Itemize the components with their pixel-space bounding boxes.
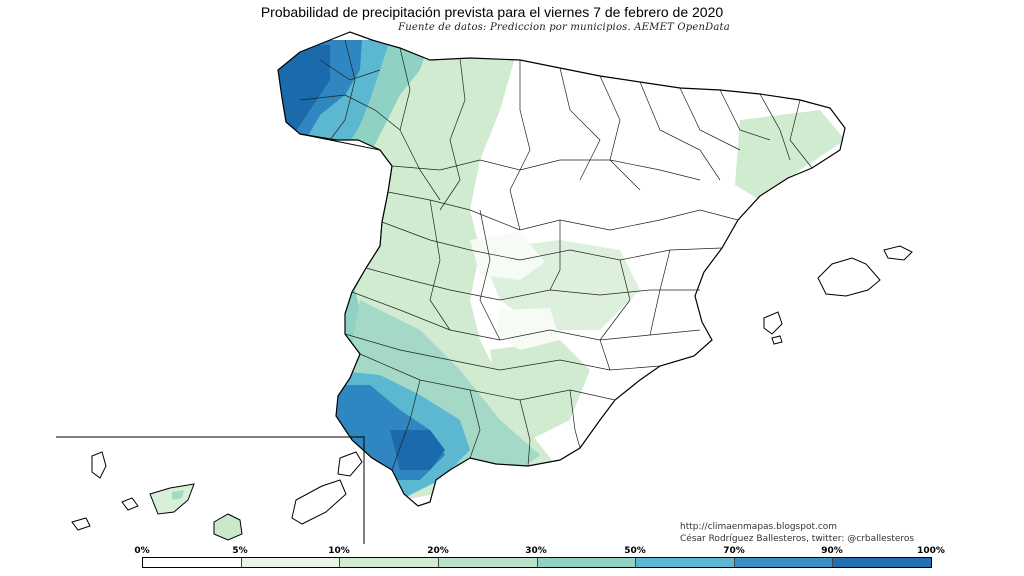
legend-label-0: 0% [134, 546, 150, 556]
legend-bin-6 [734, 558, 834, 567]
canary-islands [71, 451, 363, 541]
credit-author: César Rodríguez Ballesteros, twitter: @c… [680, 534, 915, 544]
map-subtitle: Fuente de datos: Prediccion por municipi… [398, 22, 730, 33]
province-boundaries [299, 39, 813, 471]
lanzarote [337, 451, 363, 477]
credit-url: http://climaenmapas.blogspot.com [680, 522, 838, 532]
fuerteventura [291, 479, 347, 525]
ibiza [763, 311, 783, 335]
zone-white-2 [495, 308, 560, 350]
tenerife-peak [172, 490, 184, 500]
zone-10-20-south [490, 340, 590, 440]
legend-label-1: 5% [232, 546, 248, 556]
balearic-islands [763, 245, 913, 345]
zone-catalonia [735, 110, 845, 200]
legend-label-4: 30% [525, 546, 547, 556]
canary-inset-frame [56, 436, 365, 544]
legend-label-7: 90% [821, 546, 843, 556]
portugal-border [299, 133, 393, 397]
legend-bin-2 [340, 558, 439, 567]
legend-bin-7 [833, 558, 931, 567]
legend-bin-5 [636, 558, 735, 567]
la-palma [91, 451, 107, 479]
formentera [771, 335, 783, 345]
el-hierro [71, 517, 91, 531]
legend-bin-1 [241, 558, 341, 567]
legend-colorbar [142, 557, 932, 568]
gran-canaria [213, 513, 243, 541]
credit-block: http://climaenmapas.blogspot.com César R… [680, 521, 914, 545]
la-gomera [121, 497, 139, 511]
legend-label-3: 20% [427, 546, 449, 556]
legend-label-8: 100% [917, 546, 945, 556]
zone-90-100-sw [390, 430, 445, 470]
map-title: Probabilidad de precipitación prevista p… [260, 4, 724, 20]
mallorca [817, 257, 881, 297]
legend-bin-4 [537, 558, 637, 567]
legend-label-2: 10% [328, 546, 350, 556]
legend-bin-3 [438, 558, 538, 567]
legend-label-6: 70% [723, 546, 745, 556]
menorca [883, 245, 913, 261]
legend-bin-0 [143, 558, 242, 567]
zone-white-1 [470, 232, 545, 280]
legend-label-5: 50% [624, 546, 646, 556]
